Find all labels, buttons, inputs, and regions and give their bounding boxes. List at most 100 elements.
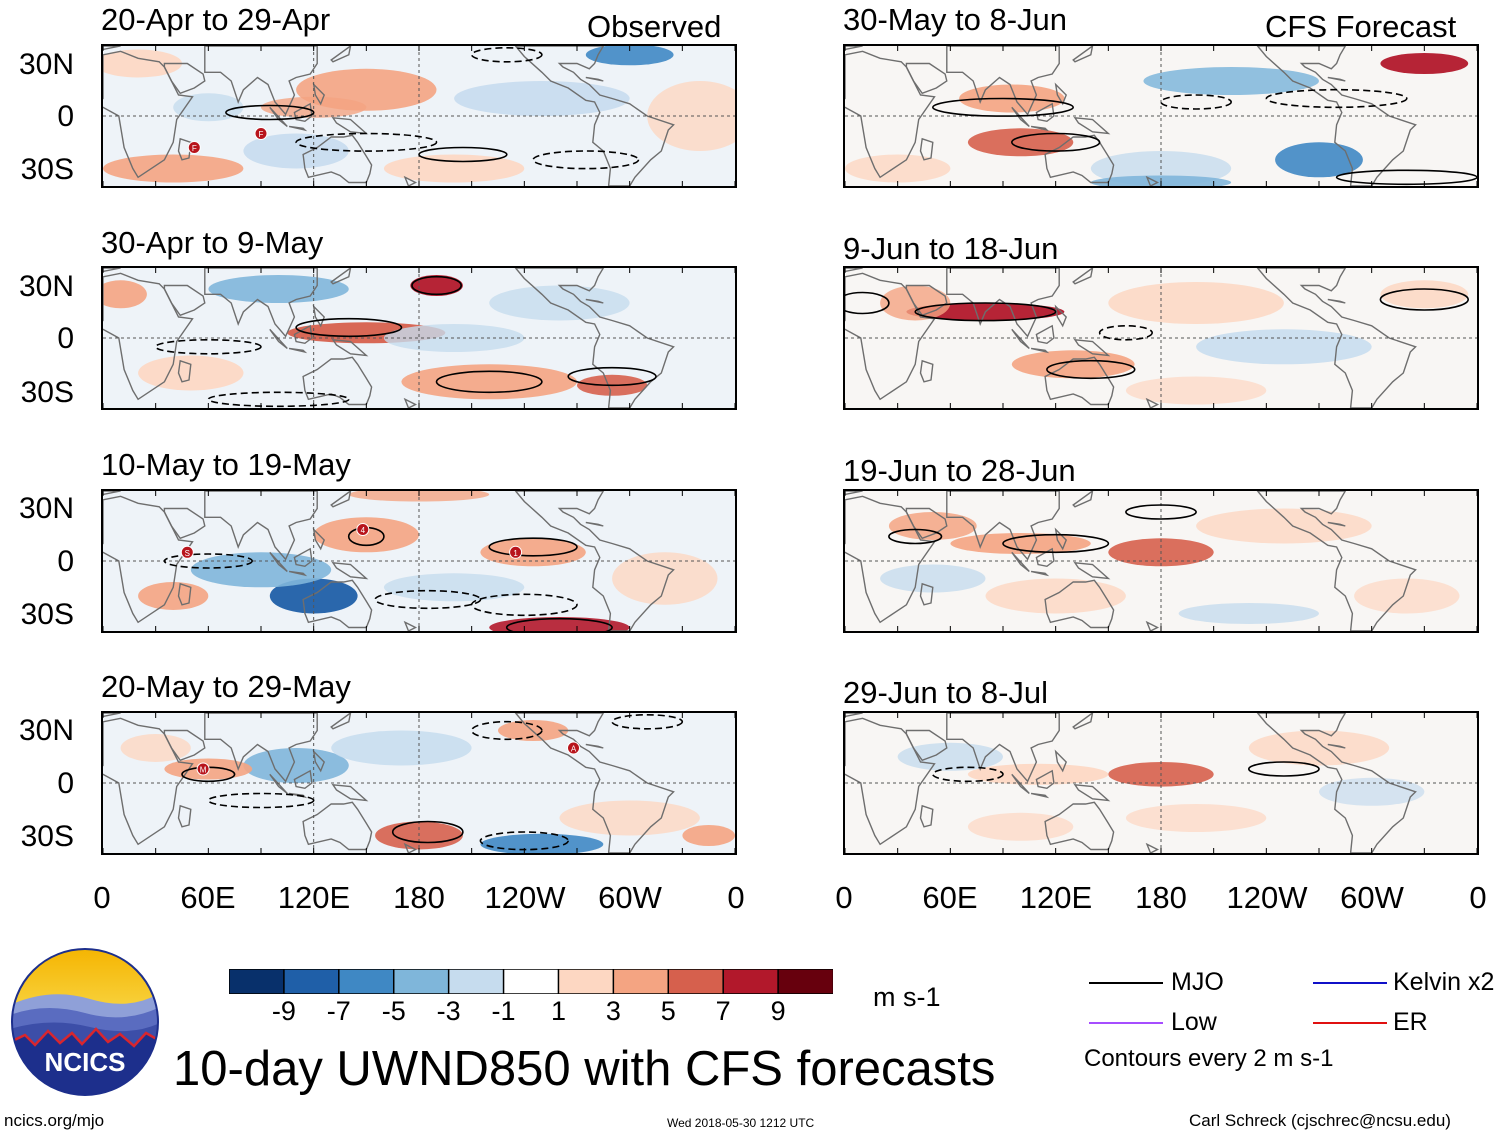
coastline <box>1072 491 1094 508</box>
lon-label: 120E <box>1019 880 1093 915</box>
storm-marker: M <box>196 762 210 776</box>
coastline <box>845 713 863 718</box>
colorbar-swatch <box>612 968 670 995</box>
coastline <box>204 713 318 783</box>
mjo-contour <box>391 820 464 844</box>
coastline <box>204 491 318 561</box>
storm-marker: F <box>187 141 201 154</box>
panel-title-fcst-2: 9-Jun to 18-Jun <box>843 231 1059 266</box>
mjo-contour <box>532 150 640 170</box>
colorbar-tick-label: -9 <box>271 996 296 1026</box>
anomaly-shading <box>967 763 1109 785</box>
coastline <box>331 783 369 802</box>
coastline <box>1145 842 1160 853</box>
anomaly-shading <box>612 552 718 605</box>
er-legend-line <box>1313 1022 1387 1024</box>
coastline <box>1072 46 1094 63</box>
lat-label: 0 <box>57 767 74 800</box>
storm-marker-label: F <box>192 144 197 153</box>
mjo-contour <box>1046 359 1136 380</box>
anomaly-shading <box>888 512 977 540</box>
coastline <box>204 46 318 116</box>
coastline <box>1030 792 1050 799</box>
coastline <box>302 801 373 851</box>
coastline <box>1011 773 1030 795</box>
coastline <box>1073 338 1111 357</box>
coastline <box>269 773 288 795</box>
coastline <box>1256 491 1417 631</box>
coastline <box>845 717 936 846</box>
coastline <box>1073 561 1111 580</box>
coastline <box>269 106 288 128</box>
anomaly-shading <box>1196 329 1372 365</box>
map-canvas <box>845 46 1477 186</box>
lat-label: 30N <box>18 270 74 303</box>
er-legend-label: ER <box>1393 1008 1428 1036</box>
coastline <box>1145 397 1160 408</box>
kelvin-legend-line <box>1313 982 1387 984</box>
colorbar-tick-label: -3 <box>436 996 461 1026</box>
coastline <box>845 50 936 179</box>
coastline <box>302 356 373 406</box>
coastline <box>585 743 604 749</box>
coastline <box>403 842 418 853</box>
coastline <box>312 304 326 328</box>
lat-label: 30S <box>20 376 74 409</box>
storm-marker-label: 4 <box>361 526 366 535</box>
lon-label: 120E <box>277 880 351 915</box>
lat-label: 0 <box>57 100 74 133</box>
lon-label: 120W <box>1226 880 1308 915</box>
anomaly-shading <box>489 285 630 321</box>
map-canvas <box>845 268 1477 408</box>
observed-label: Observed <box>587 9 722 44</box>
map-canvas <box>103 268 735 408</box>
coastline <box>1073 783 1111 802</box>
anomaly-shading <box>410 275 463 296</box>
lat-label: 0 <box>57 545 74 578</box>
mjo-contour <box>207 792 315 809</box>
mjo-contour <box>932 97 1074 117</box>
coastline <box>331 116 369 135</box>
coastline <box>403 397 418 408</box>
coastline <box>1327 298 1346 304</box>
mjo-contour <box>888 528 943 545</box>
anomaly-shading <box>967 128 1074 157</box>
lon-label: 180 <box>1135 880 1187 915</box>
coastline <box>1073 116 1111 135</box>
footer-url[interactable]: ncics.org/mjo <box>4 1111 105 1130</box>
mjo-contour <box>1379 288 1469 311</box>
panel-title-obs-1: 20-Apr to 29-Apr <box>101 2 331 37</box>
coastline <box>1256 268 1417 408</box>
coastline <box>845 272 936 401</box>
coastline <box>1035 769 1055 790</box>
mjo-contour <box>611 714 684 730</box>
panel-title-fcst-4: 29-Jun to 8-Jul <box>843 675 1049 710</box>
coastline <box>946 46 1060 116</box>
coastline <box>288 347 308 354</box>
mjo-contour <box>845 291 890 315</box>
coastline <box>919 804 934 828</box>
coastline <box>1327 76 1346 82</box>
map-canvas: MA <box>103 713 735 853</box>
coastline <box>1044 801 1115 851</box>
coastline <box>293 547 313 568</box>
coastline <box>163 507 206 540</box>
anomaly-shading <box>1108 282 1284 324</box>
anomaly-shading <box>880 564 986 593</box>
coastline <box>330 268 352 285</box>
storm-marker: F <box>254 127 268 140</box>
ncics-logo: NCICS <box>10 947 160 1097</box>
anomaly-shading <box>103 154 244 183</box>
anomaly-shading <box>383 573 525 602</box>
panel-title-fcst-1: 30-May to 8-Jun <box>843 2 1067 37</box>
colorbar-tick-label: 5 <box>660 996 676 1026</box>
coastline <box>302 579 373 629</box>
coastline <box>905 729 948 762</box>
mjo-contour <box>1247 761 1320 777</box>
coastline <box>293 324 313 345</box>
anomaly-shading <box>480 538 586 567</box>
mjo-contour <box>418 146 508 163</box>
anomaly-shading <box>1354 578 1460 614</box>
